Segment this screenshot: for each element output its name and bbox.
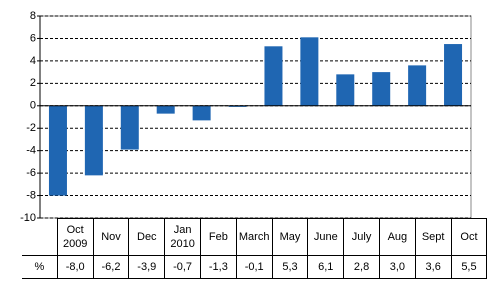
value-label: -8,0 [56,255,94,279]
bar [264,46,283,106]
category-label: Feb [199,218,237,256]
bar [372,72,391,106]
category-row: Oct 2009 Nov Dec Jan 2010 Feb March May June Jul… [22,218,488,256]
category-label: July [343,218,380,256]
bar [408,65,427,106]
value-label: -6,2 [92,255,130,279]
y-tick-label: -8 [26,189,36,201]
value-row: % -8,0 -6,2 -3,9 -0,7 -1,3 -0,1 5,3 6,1 2,8 3,0 3,6… [22,255,488,279]
value-label: -3,9 [128,255,166,279]
category-label: June [307,218,345,256]
bar [336,74,355,106]
bar [120,105,139,150]
value-label: -0,7 [164,255,201,279]
y-tick-label: 0 [30,100,36,112]
bar [444,44,463,106]
category-label: Oct 2009 [56,218,94,256]
value-label: -1,3 [199,255,237,279]
value-label: 2,8 [343,255,380,279]
y-tick-label: -4 [26,145,36,157]
category-label: May [271,218,309,256]
category-label: Aug [378,218,416,256]
value-label: 6,1 [307,255,345,279]
y-tick-label: -6 [26,167,36,179]
category-label: March [235,218,273,256]
y-tick-label: 6 [30,32,36,44]
bar [48,105,67,196]
bar [192,105,211,121]
category-label: Jan 2010 [164,218,201,256]
category-label: Dec [128,218,166,256]
value-label: 3,6 [414,255,452,279]
value-label: 3,0 [378,255,416,279]
bar [84,105,103,176]
value-label: 5,5 [450,255,488,279]
category-label: Sept [414,218,452,256]
category-label: Oct [450,218,488,256]
y-tick-label: -2 [26,122,36,134]
y-tick-label: 2 [30,77,36,89]
blank-cell [22,218,58,256]
bar [156,105,175,114]
row-label: % [22,255,58,279]
plot-frame [39,15,472,219]
data-table: Oct 2009 Nov Dec Jan 2010 Feb March May June Jul… [22,218,488,279]
y-tick-label: 8 [30,10,36,22]
y-tick-label: 4 [30,55,36,67]
value-label: 5,3 [271,255,309,279]
value-label: -0,1 [235,255,273,279]
bar [300,37,319,106]
category-label: Nov [92,218,130,256]
bar [228,105,247,107]
